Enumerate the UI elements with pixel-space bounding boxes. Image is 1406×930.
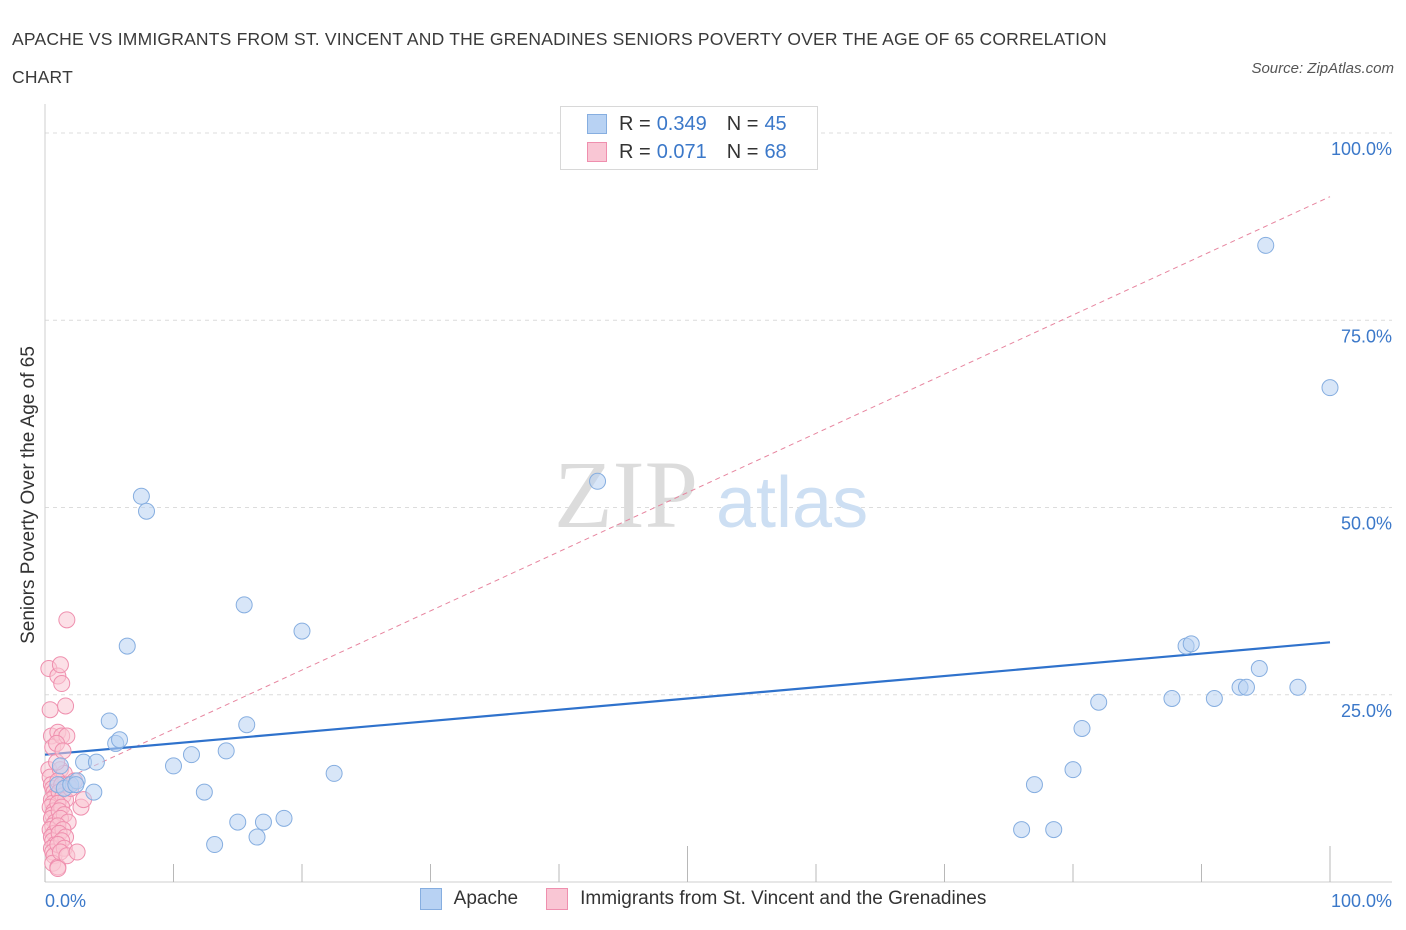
point-apache xyxy=(51,757,69,775)
point-apache xyxy=(1064,761,1082,779)
legend-n-label: N = xyxy=(726,112,759,135)
legend-r-value: 0.349 xyxy=(656,112,707,135)
y-tick-label: 25.0% xyxy=(1341,701,1392,721)
point-apache xyxy=(229,813,247,831)
legend-swatch-pink xyxy=(587,142,607,162)
legend-swatch-apache xyxy=(419,888,442,910)
watermark-atlas: atlas xyxy=(716,463,868,543)
point-apache xyxy=(206,836,224,854)
point-apache xyxy=(132,487,150,505)
point-immigrants xyxy=(41,701,59,719)
series-legend: Apache Immigrants from St. Vincent and t… xyxy=(0,888,1406,910)
point-apache xyxy=(1321,379,1339,397)
legend-swatch-blue xyxy=(587,114,607,134)
legend-item-immigrants: Immigrants from St. Vincent and the Gren… xyxy=(546,888,986,910)
point-apache xyxy=(1025,776,1043,794)
point-immigrants xyxy=(57,697,75,715)
point-apache xyxy=(254,813,272,831)
trend-line-immigrants xyxy=(44,196,1331,789)
point-apache xyxy=(1045,821,1063,839)
point-apache xyxy=(118,637,136,655)
point-immigrants xyxy=(51,656,69,674)
source-label: Source: ZipAtlas.com xyxy=(1251,60,1394,77)
point-apache xyxy=(1182,635,1200,653)
legend-r-value: 0.071 xyxy=(656,140,707,163)
point-apache xyxy=(195,783,213,801)
legend-row-apache: R = 0.349 N = 45 xyxy=(587,111,787,137)
legend-label-immigrants: Immigrants from St. Vincent and the Gren… xyxy=(580,888,987,909)
legend-r-label: R = xyxy=(619,112,651,135)
legend-n-value: 68 xyxy=(764,140,787,163)
legend-r-label: R = xyxy=(619,140,651,163)
point-apache xyxy=(138,502,156,520)
point-apache xyxy=(1257,236,1275,254)
point-apache xyxy=(1090,693,1108,711)
y-tick-label: 75.0% xyxy=(1341,326,1392,346)
axes xyxy=(44,104,1392,883)
point-apache xyxy=(1205,689,1223,707)
point-apache xyxy=(165,757,182,775)
y-tick-label: 100.0% xyxy=(1331,139,1392,159)
point-apache xyxy=(325,764,343,782)
trend-lines xyxy=(44,196,1331,789)
legend-n-value: 45 xyxy=(764,112,787,135)
point-apache xyxy=(589,472,607,490)
point-apache xyxy=(100,712,118,730)
data-points xyxy=(40,236,1339,878)
point-immigrants xyxy=(68,843,86,861)
legend-swatch-immigrants xyxy=(546,888,569,910)
point-immigrants xyxy=(49,860,67,878)
point-apache xyxy=(111,731,129,749)
point-apache xyxy=(1073,719,1091,737)
legend-item-apache: Apache xyxy=(419,888,519,910)
point-apache xyxy=(1289,678,1307,696)
legend-n-label: N = xyxy=(726,140,759,163)
point-apache xyxy=(275,809,293,827)
point-apache xyxy=(248,828,266,846)
point-apache xyxy=(182,746,200,764)
legend-row-immigrants: R = 0.071 N = 68 xyxy=(587,139,787,165)
watermark: ZIP atlas xyxy=(554,441,868,548)
x-tick-label: 100.0% xyxy=(1331,891,1392,911)
tick-labels: 25.0% 50.0% 75.0% 100.0% 0.0% 100.0% xyxy=(45,139,1392,911)
watermark-zip: ZIP xyxy=(554,441,698,548)
point-apache xyxy=(217,742,235,760)
point-apache xyxy=(1013,821,1031,839)
legend-label-apache: Apache xyxy=(453,888,519,909)
point-apache xyxy=(85,783,103,801)
point-apache xyxy=(1250,660,1268,678)
point-immigrants xyxy=(53,675,71,693)
point-apache xyxy=(238,716,256,734)
y-axis-title: Seniors Poverty Over the Age of 65 xyxy=(18,346,39,644)
point-apache xyxy=(67,776,85,794)
point-apache xyxy=(1163,689,1181,707)
point-apache xyxy=(1237,678,1255,696)
point-immigrants xyxy=(58,611,76,629)
trend-line-apache xyxy=(44,641,1331,756)
correlation-legend: R = 0.349 N = 45 R = 0.071 N = 68 xyxy=(560,106,818,170)
chart-title: APACHE VS IMMIGRANTS FROM ST. VINCENT AN… xyxy=(12,29,1107,87)
point-apache xyxy=(293,622,311,640)
y-tick-label: 50.0% xyxy=(1341,514,1392,534)
point-immigrants xyxy=(54,742,72,760)
point-apache xyxy=(87,753,105,771)
x-tick-label: 0.0% xyxy=(45,891,86,911)
point-apache xyxy=(235,596,253,614)
